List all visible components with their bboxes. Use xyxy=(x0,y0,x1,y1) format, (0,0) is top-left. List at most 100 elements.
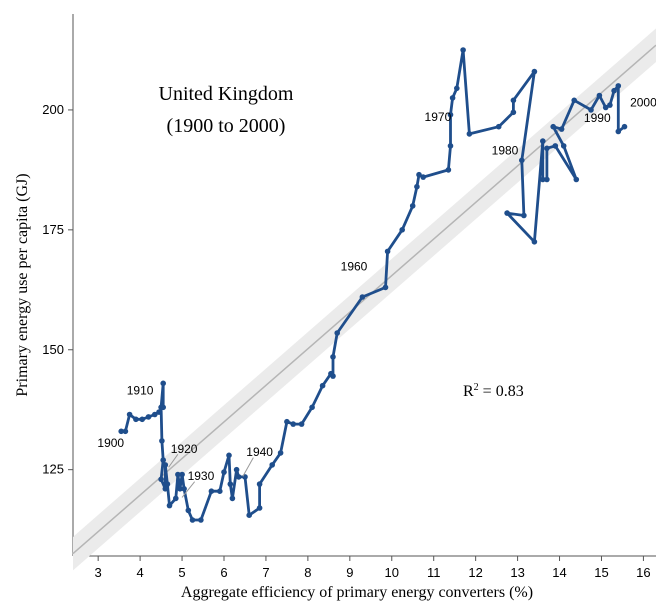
data-point xyxy=(466,131,473,137)
fit-band-layer xyxy=(72,28,656,571)
data-point xyxy=(460,47,466,53)
year-label: 1930 xyxy=(188,469,215,483)
data-point xyxy=(269,462,276,468)
x-tick-label: 5 xyxy=(178,565,185,580)
x-tick-label: 13 xyxy=(510,565,524,580)
data-point xyxy=(166,502,173,509)
data-point xyxy=(544,145,550,152)
year-label: 1900 xyxy=(97,436,124,450)
data-point xyxy=(233,466,240,473)
series-layer xyxy=(118,47,628,523)
year-label: 1910 xyxy=(127,383,154,397)
data-point xyxy=(552,143,559,149)
x-tick-label: 8 xyxy=(304,565,311,580)
data-point xyxy=(399,227,406,233)
data-point xyxy=(571,97,577,104)
data-point xyxy=(615,83,622,89)
data-point xyxy=(544,176,550,183)
data-point xyxy=(162,486,169,492)
data-point xyxy=(621,123,628,130)
data-point xyxy=(133,416,139,423)
data-point xyxy=(162,462,169,468)
data-point xyxy=(560,143,567,149)
data-point xyxy=(179,471,185,478)
data-point xyxy=(602,104,609,111)
data-point xyxy=(226,452,232,459)
data-point xyxy=(414,183,420,190)
data-point xyxy=(177,486,183,492)
x-tick-label: 6 xyxy=(220,565,227,580)
year-label-layer: 1900 1910 1920 1930 1940 1960 1970 1980 1990 2000 xyxy=(97,96,656,498)
data-point xyxy=(540,176,546,183)
data-point xyxy=(160,380,166,387)
data-point xyxy=(309,404,315,411)
data-point xyxy=(185,507,192,514)
year-label: 1960 xyxy=(341,260,368,274)
year-label-leader xyxy=(168,454,179,468)
r-squared-annotation: R2 = 0.83 xyxy=(463,382,524,400)
data-point xyxy=(573,176,580,183)
x-tick-label: 7 xyxy=(262,565,269,580)
x-tick-label: 3 xyxy=(95,565,102,580)
data-point xyxy=(334,330,341,336)
year-label: 1940 xyxy=(246,445,273,459)
year-label: 2000 xyxy=(630,96,656,110)
data-point xyxy=(449,95,456,101)
x-tick-label: 12 xyxy=(468,565,482,580)
data-point xyxy=(277,450,284,456)
data-point xyxy=(159,438,165,444)
series-line xyxy=(119,48,626,522)
data-point xyxy=(152,411,158,418)
data-point xyxy=(139,416,145,423)
data-point xyxy=(558,126,565,132)
data-point xyxy=(359,294,366,300)
y-tick-label: 200 xyxy=(42,102,64,117)
data-point xyxy=(495,123,502,130)
data-point xyxy=(550,123,556,130)
data-point xyxy=(181,486,187,492)
data-point xyxy=(504,210,510,216)
data-point xyxy=(330,373,336,379)
data-point xyxy=(256,481,263,487)
year-label: 1990 xyxy=(584,111,611,125)
x-axis-label: Aggregate efficiency of primary energy c… xyxy=(181,584,533,601)
data-point xyxy=(447,143,454,149)
data-point xyxy=(227,481,234,487)
data-point xyxy=(122,428,129,435)
data-point xyxy=(615,128,622,135)
tick-layer: 3 4 5 6 7 8 9 10 11 12 13 14 15 16 125 150 175 200 xyxy=(42,102,650,580)
data-point xyxy=(531,68,538,75)
data-point xyxy=(330,354,336,360)
data-point xyxy=(596,92,603,99)
x-tick-label: 11 xyxy=(427,565,441,580)
data-point xyxy=(175,471,181,478)
data-point xyxy=(510,109,517,116)
x-tick-label: 10 xyxy=(385,565,399,580)
data-point xyxy=(420,174,427,180)
data-point xyxy=(208,488,215,495)
data-point xyxy=(510,97,517,104)
data-point xyxy=(158,476,164,483)
year-label: 1970 xyxy=(425,110,452,124)
data-point xyxy=(156,409,162,415)
data-point xyxy=(531,239,538,245)
x-tick-label: 16 xyxy=(636,565,650,580)
chart-title-line1: United Kingdom xyxy=(159,83,294,105)
data-point xyxy=(416,171,422,178)
x-tick-label: 14 xyxy=(552,565,566,580)
data-point xyxy=(256,505,263,511)
x-tick-label: 9 xyxy=(346,565,353,580)
data-point xyxy=(189,517,196,523)
data-point xyxy=(160,457,166,463)
data-point xyxy=(588,107,594,113)
data-point xyxy=(290,421,297,427)
data-point xyxy=(445,167,452,173)
year-label-leader xyxy=(242,457,254,477)
data-point xyxy=(382,284,389,291)
data-point xyxy=(447,111,454,118)
x-tick-label: 15 xyxy=(594,565,608,580)
data-point xyxy=(221,469,227,475)
data-point xyxy=(607,102,613,108)
y-tick-label: 150 xyxy=(42,342,64,357)
